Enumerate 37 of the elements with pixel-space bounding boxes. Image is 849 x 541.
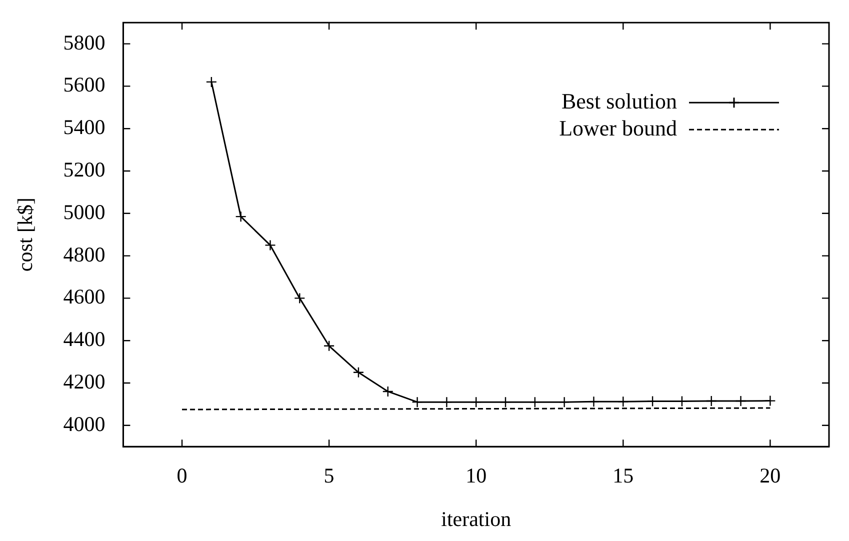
x-tick-label: 10 xyxy=(466,464,487,488)
legend-label: Best solution xyxy=(561,88,677,114)
y-tick-label: 4800 xyxy=(63,242,106,266)
point xyxy=(735,395,746,407)
x-tick-label: 15 xyxy=(612,464,634,488)
x-axis-title: iteration xyxy=(441,506,512,531)
point xyxy=(529,396,541,408)
y-tick-label: 5400 xyxy=(63,115,106,140)
point xyxy=(706,395,717,407)
legend-label: Lower bound xyxy=(559,115,677,140)
x-tick-label: 20 xyxy=(760,464,781,488)
point xyxy=(441,396,452,408)
y-tick-label: 4400 xyxy=(63,327,106,352)
y-tick-label: 5200 xyxy=(63,158,106,182)
point xyxy=(294,292,306,304)
point xyxy=(588,396,600,408)
point xyxy=(618,396,629,408)
point xyxy=(500,396,512,408)
point xyxy=(470,396,482,408)
point xyxy=(235,210,246,222)
point xyxy=(352,366,364,378)
point xyxy=(558,396,570,408)
point xyxy=(412,396,423,408)
x-tick-label: 0 xyxy=(176,464,188,488)
y-axis-title: cost [k$] xyxy=(13,198,38,272)
point xyxy=(206,76,218,88)
y-tick-label: 5600 xyxy=(63,72,106,97)
y-tick-label: 5000 xyxy=(63,200,106,224)
y-tick-label: 4000 xyxy=(63,412,106,436)
point xyxy=(323,340,335,352)
y-tick-label: 4600 xyxy=(63,284,106,309)
x-tick-label: 5 xyxy=(324,464,334,488)
point xyxy=(264,240,276,251)
y-tick-label: 5800 xyxy=(63,30,106,54)
point xyxy=(764,395,776,406)
y-tick-label: 4200 xyxy=(63,370,106,394)
point xyxy=(382,386,394,398)
